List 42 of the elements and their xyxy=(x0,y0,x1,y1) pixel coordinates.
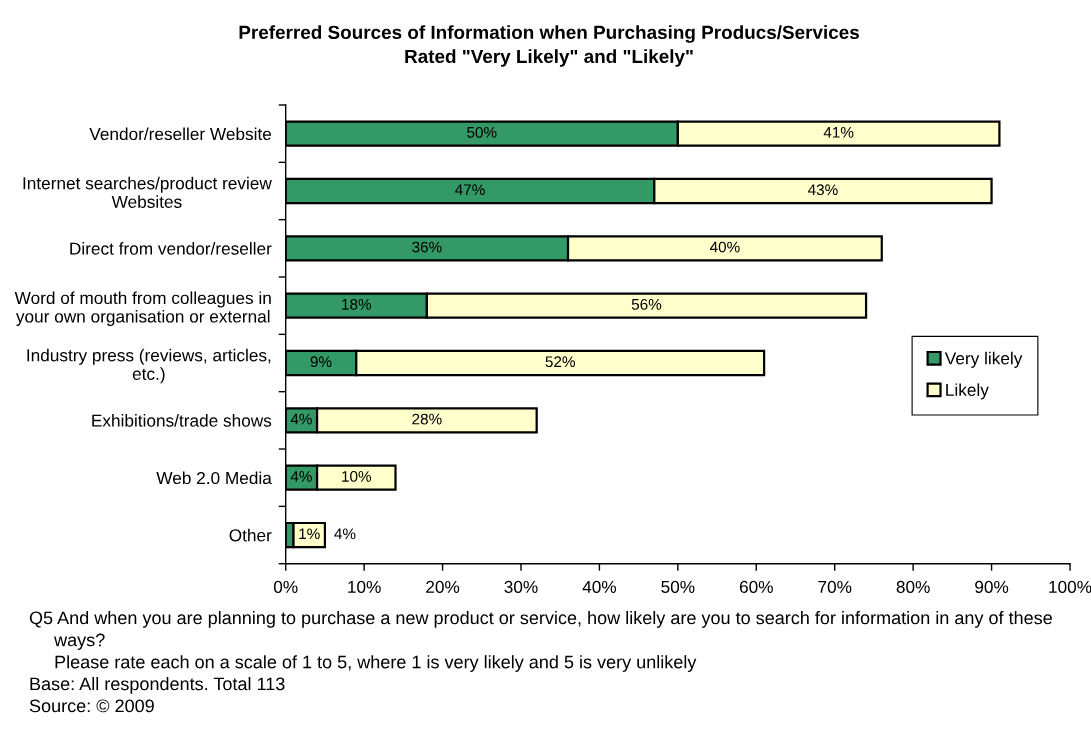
y-tick-label: Direct from vendor/reseller xyxy=(70,242,272,255)
data-label: 1% xyxy=(299,528,320,540)
data-label: 4% xyxy=(290,413,312,425)
y-tick-label: Other xyxy=(229,528,272,542)
legend-label: Very likely xyxy=(944,351,1023,368)
x-tick-label: 30% xyxy=(504,580,538,594)
x-tick-label: 50% xyxy=(661,580,695,594)
y-tick-label: Vendor/reseller Website xyxy=(89,127,272,141)
x-tick-label: 10% xyxy=(348,580,381,594)
text: Base: All respondents. Total 113 xyxy=(30,677,285,694)
data-label: 4% xyxy=(334,528,356,540)
data-label: 56% xyxy=(631,298,662,310)
data-label: 50% xyxy=(467,126,497,138)
x-tick-label: 40% xyxy=(582,580,617,594)
y-tick-label: Internet searches/product review Websites xyxy=(23,176,272,208)
y-tick-label: Industry press (reviews, articles, etc.) xyxy=(27,348,271,384)
x-tick-label: 60% xyxy=(739,580,773,594)
data-label: 40% xyxy=(709,241,740,253)
data-label: 4% xyxy=(290,471,312,482)
y-tick-label: Exhibitions/trade shows xyxy=(92,414,272,427)
text: Q5 And when you are planning to purchase a new product or service, how likely are you to search for information in any of these ways? Please rate each on a scale of 1 to 5, where 1 is very likely and 5 is very unlikely xyxy=(29,611,1052,672)
x-tick-label: 70% xyxy=(818,580,852,594)
y-tick-label: Web 2.0 Media xyxy=(156,471,272,485)
data-label: 47% xyxy=(455,184,485,196)
data-label: 41% xyxy=(823,127,854,138)
data-label: 52% xyxy=(545,356,575,368)
x-tick-label: 90% xyxy=(975,580,1009,594)
chart-title: Preferred Sources of Information when Purchasing Producs/Services xyxy=(239,25,859,43)
x-tick-label: 20% xyxy=(426,580,460,594)
data-label: 28% xyxy=(412,413,442,425)
source-note: Source: © 2009 xyxy=(29,699,154,713)
legend-label: Likely xyxy=(946,383,989,400)
x-tick-label: 100% xyxy=(1049,580,1091,594)
chart-subtitle: Rated "Very Likely" and "Likely" xyxy=(405,49,693,67)
data-label: 36% xyxy=(412,241,442,253)
data-label: 10% xyxy=(342,470,372,482)
data-label: 18% xyxy=(342,298,372,310)
data-label: 43% xyxy=(808,184,838,196)
data-label: 9% xyxy=(310,356,332,368)
x-tick-label: 80% xyxy=(896,580,930,594)
x-tick-label: 0% xyxy=(273,580,298,594)
y-tick-label: Word of mouth from colleagues in your own organisation or external xyxy=(14,291,271,327)
